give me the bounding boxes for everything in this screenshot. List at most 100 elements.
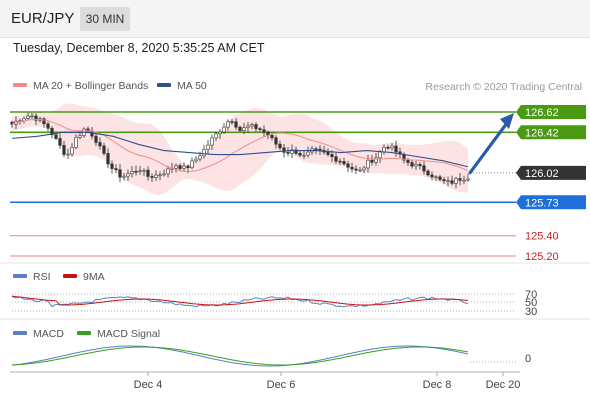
- candle-body: [74, 137, 78, 148]
- legend-9ma-swatch: [63, 274, 77, 279]
- candle-body: [238, 126, 242, 131]
- candle-body: [278, 143, 282, 149]
- candle-body: [458, 178, 462, 181]
- candle-body: [198, 155, 202, 160]
- candle-body: [230, 121, 234, 123]
- candle-body: [42, 118, 46, 125]
- candle-body: [94, 135, 98, 143]
- candle-body: [126, 173, 130, 177]
- candle-body: [426, 170, 430, 176]
- x-axis-tick-label: Dec 4: [134, 379, 163, 391]
- candle-body: [102, 145, 106, 154]
- candle-body: [154, 174, 158, 178]
- candle-body: [34, 115, 38, 121]
- candle-body: [414, 164, 418, 167]
- header-bar: EUR/JPY 30 MIN: [0, 0, 590, 38]
- candle-body: [46, 123, 50, 129]
- candle-body: [342, 161, 346, 165]
- forecast-arrow-shaft: [468, 121, 509, 175]
- candle-body: [418, 164, 422, 167]
- ma20-line: [11, 118, 469, 173]
- candle-body: [450, 180, 454, 184]
- legend-ma50: MA 50: [157, 80, 207, 92]
- level-tag: 126.42: [516, 125, 586, 140]
- candle-body: [326, 151, 330, 155]
- legend-macd-signal-swatch: [77, 331, 91, 336]
- candle-body: [242, 127, 246, 131]
- candle-body: [118, 169, 122, 178]
- legend-macd-signal: MACD Signal: [77, 328, 160, 340]
- candle-body: [422, 165, 426, 172]
- level-value-label: 125.20: [525, 251, 559, 263]
- timeframe-badge[interactable]: 30 MIN: [80, 7, 130, 31]
- candle-body: [302, 154, 306, 157]
- forecast-arrow: [468, 113, 514, 175]
- candle-body: [210, 137, 214, 146]
- candle-body: [30, 115, 34, 118]
- x-axis-tick-label: Dec 6: [267, 379, 296, 391]
- candle-body: [70, 147, 74, 155]
- level-tags: 126.62 126.42 126.02 125.73 125.40 125.20: [516, 105, 586, 263]
- candle-body: [194, 158, 198, 162]
- level-tag-value: 125.73: [525, 197, 559, 209]
- candle-body: [162, 173, 166, 176]
- candle-body: [330, 154, 334, 157]
- x-axis-tick-label: Dec 20: [486, 379, 521, 391]
- candle-body: [50, 127, 54, 136]
- candle-body: [222, 126, 226, 133]
- candle-body: [58, 138, 62, 146]
- candle-body: [138, 170, 142, 173]
- candle-body: [294, 149, 298, 154]
- candle-body: [370, 159, 374, 163]
- candle-body: [206, 144, 210, 150]
- candle-body: [430, 174, 434, 178]
- research-credit: Research © 2020 Trading Central: [425, 81, 582, 93]
- legend-ma20: MA 20 + Bollinger Bands: [13, 80, 148, 92]
- rsi-level-label: 70: [525, 289, 537, 301]
- candle-body: [438, 176, 442, 180]
- candle-body: [122, 175, 126, 178]
- candle-body: [306, 151, 310, 156]
- candle-body: [62, 145, 66, 155]
- candle-body: [366, 159, 370, 169]
- candle-body: [254, 124, 258, 129]
- legend-9ma-label: 9MA: [83, 271, 105, 283]
- candle-body: [446, 180, 450, 183]
- candle-body: [410, 162, 414, 167]
- candle-body: [66, 153, 70, 156]
- candle-body: [78, 135, 82, 138]
- candle-body: [378, 151, 382, 159]
- candle-body: [358, 169, 362, 172]
- candle-body: [146, 169, 150, 177]
- candle-body: [190, 160, 194, 168]
- candle-body: [130, 171, 134, 175]
- candle-body: [350, 166, 354, 170]
- rsi-level-label: 50: [525, 297, 537, 309]
- candle-body: [454, 178, 458, 184]
- candle-body: [334, 156, 338, 162]
- candle-body: [178, 165, 182, 169]
- candle-body: [298, 152, 302, 156]
- rsi-line: [11, 295, 469, 308]
- candle-body: [134, 171, 138, 173]
- level-tag-value: 126.62: [525, 107, 559, 119]
- candle-body: [466, 178, 470, 181]
- candle-body: [226, 121, 230, 128]
- legend-macd-signal-label: MACD Signal: [97, 328, 161, 340]
- rsi-9ma-line: [11, 295, 469, 306]
- legend-ma20-swatch: [13, 83, 27, 88]
- level-tag: 126.02: [516, 165, 586, 180]
- candlesticks: [10, 112, 470, 189]
- candle-body: [338, 160, 342, 163]
- candle-body: [314, 148, 318, 151]
- candle-body: [186, 165, 190, 168]
- candle-body: [250, 124, 254, 127]
- ma50-line: [11, 131, 469, 168]
- candle-body: [110, 163, 114, 169]
- candle-body: [386, 147, 390, 149]
- candle-body: [26, 115, 30, 119]
- candle-body: [214, 133, 218, 139]
- macd-zero-label: 0: [525, 353, 531, 365]
- x-axis-tick-label: Dec 8: [423, 379, 452, 391]
